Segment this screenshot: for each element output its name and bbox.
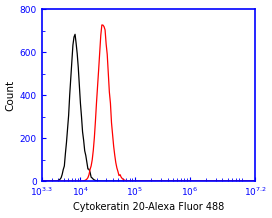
Y-axis label: Count: Count bbox=[5, 80, 16, 111]
X-axis label: Cytokeratin 20-Alexa Fluor 488: Cytokeratin 20-Alexa Fluor 488 bbox=[73, 203, 224, 213]
